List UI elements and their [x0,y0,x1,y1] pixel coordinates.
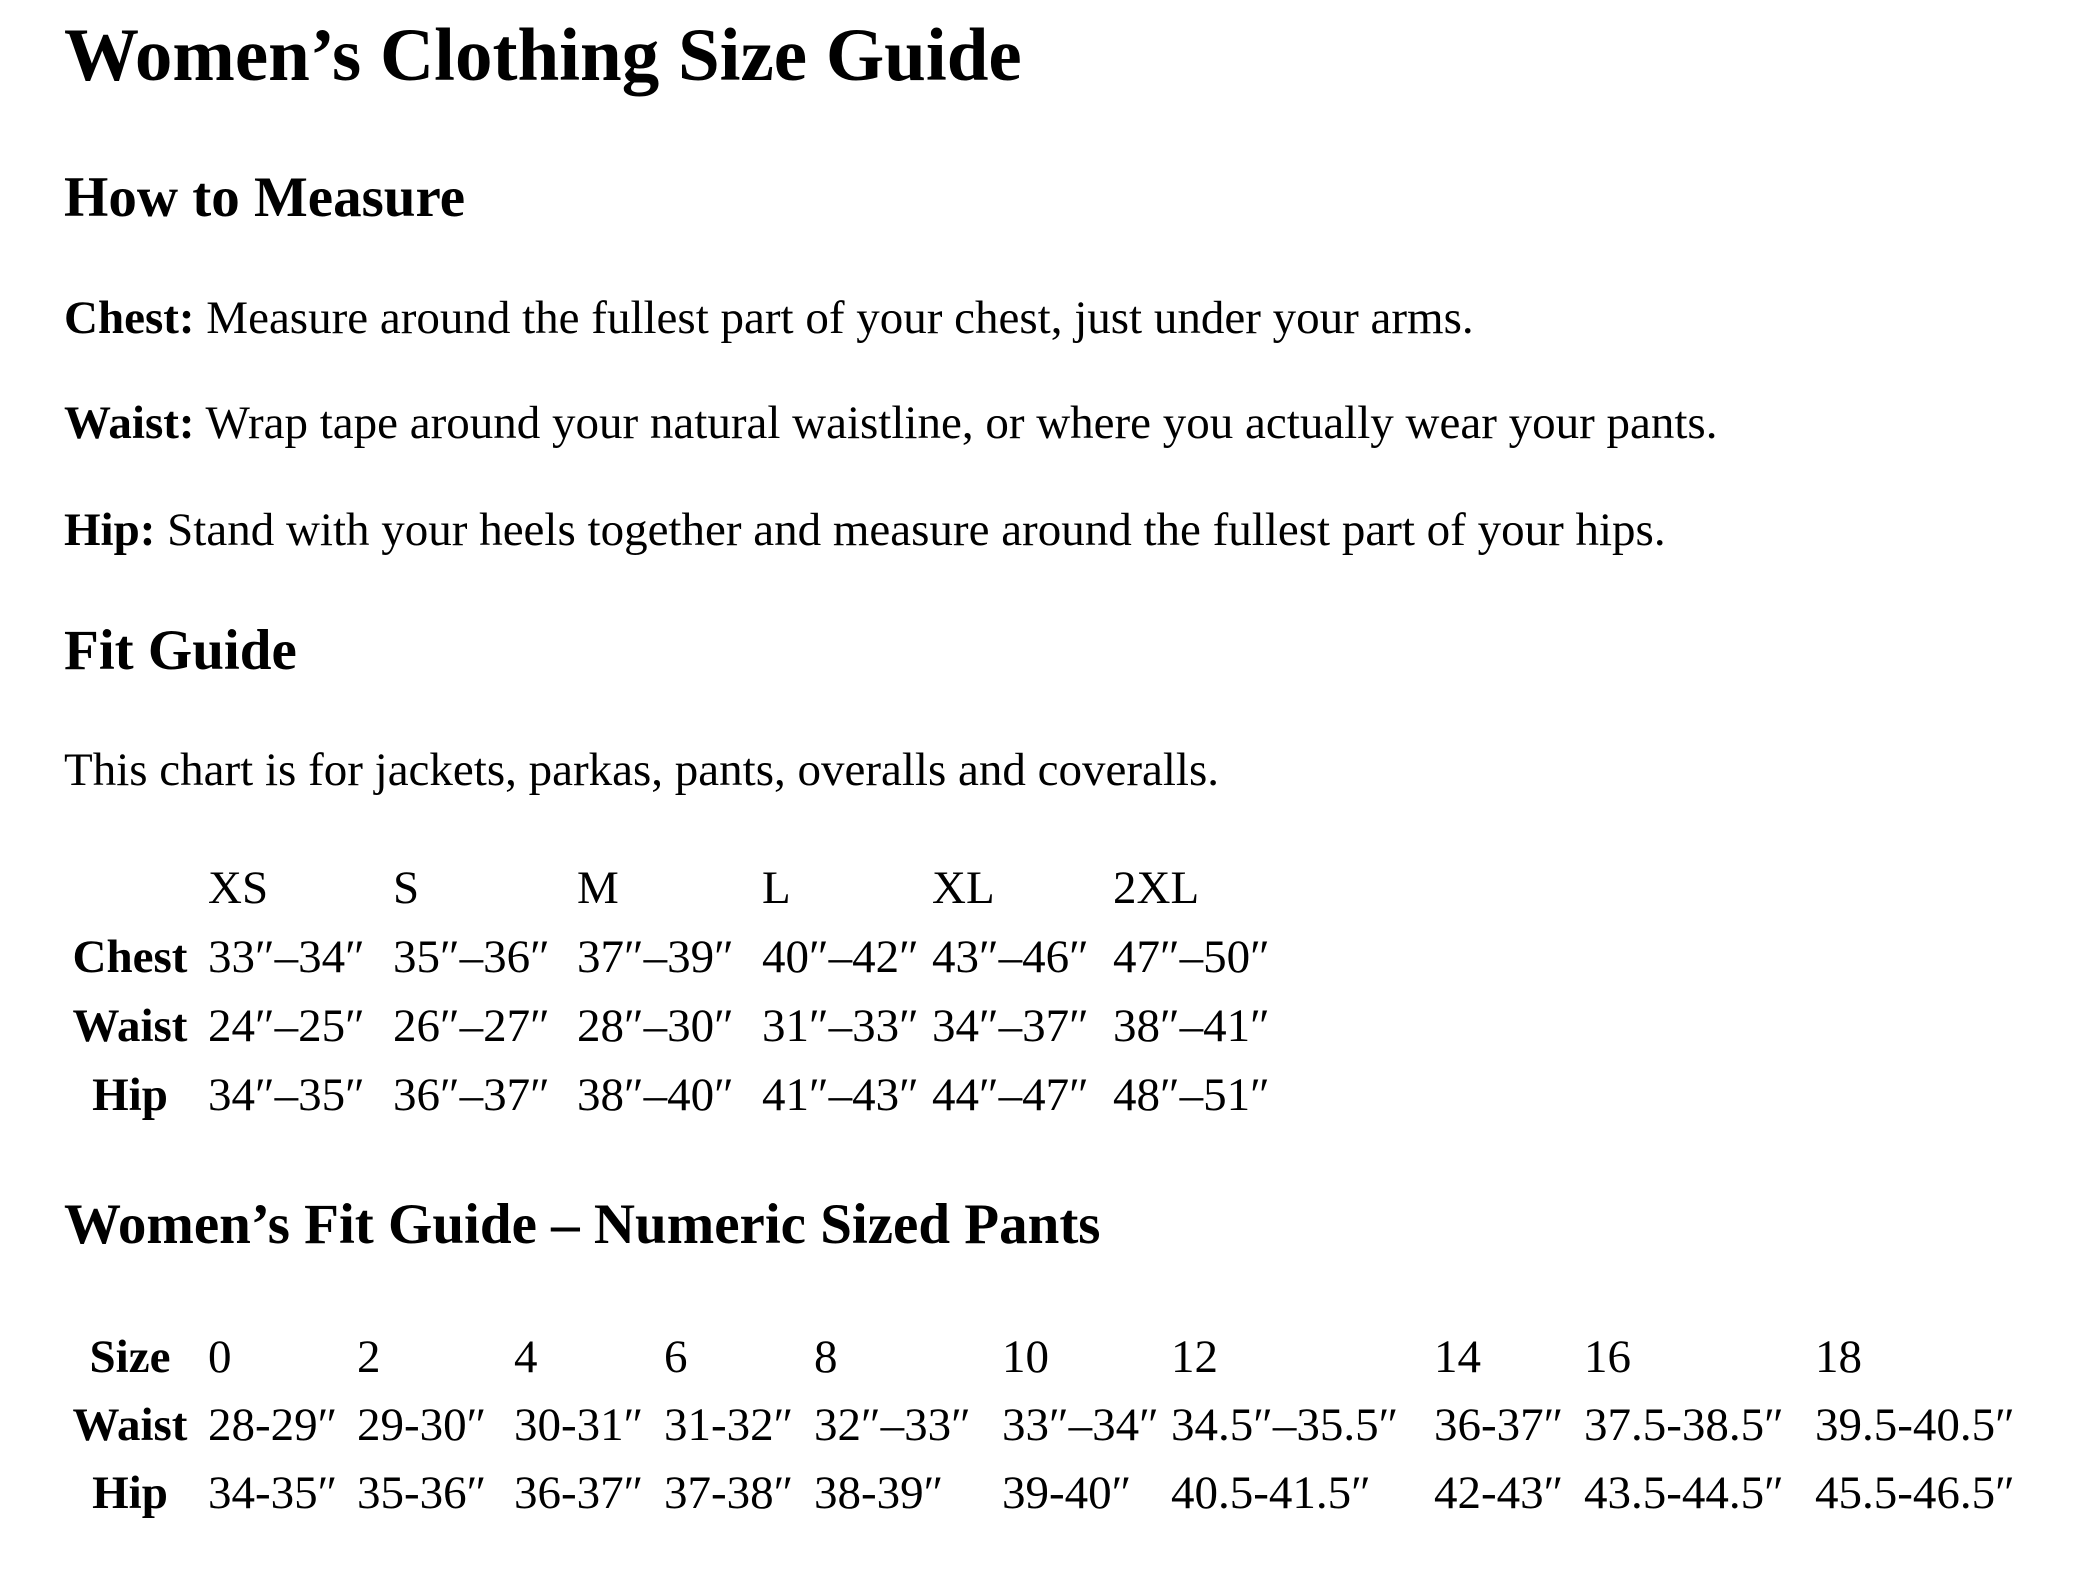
numeric-waist-0: 28-29″ [208,1399,338,1451]
size-header-xs: XS [208,862,269,914]
fit-guide-heading: Fit Guide [64,619,297,682]
hip-row-label: Hip [92,1069,168,1121]
waist-value-xs: 24″–25″ [208,1000,365,1052]
numeric-pants-table: Size 0 2 4 6 8 10 12 14 16 18 Waist 28-2… [64,1323,2035,1527]
hip-instruction: Hip: Stand with your heels together and … [64,503,2056,557]
waist-value-l: 31″–33″ [762,1000,919,1052]
hip-value-m: 38″–40″ [577,1069,734,1121]
hip-instruction-label: Hip: [64,504,156,556]
size-header-m: M [577,862,619,914]
size-header-xl: XL [932,862,995,914]
chest-value-l: 40″–42″ [762,931,919,983]
numeric-size-14: 14 [1434,1331,1481,1383]
hip-value-2xl: 48″–51″ [1113,1069,1270,1121]
numeric-hip-row-label: Hip [92,1467,168,1519]
numeric-hip-8: 38-39″ [814,1467,944,1519]
waist-value-2xl: 38″–41″ [1113,1000,1270,1052]
waist-row: Waist 24″–25″ 26″–27″ 28″–30″ 31″–33″ 34… [64,991,1295,1060]
numeric-hip-6: 37-38″ [664,1467,794,1519]
numeric-waist-4: 30-31″ [514,1399,644,1451]
numeric-size-18: 18 [1815,1331,1862,1383]
numeric-hip-10: 39-40″ [1002,1467,1132,1519]
hip-instruction-text: Stand with your heels together and measu… [155,504,1666,556]
numeric-size-6: 6 [664,1331,688,1383]
numeric-size-2: 2 [357,1331,381,1383]
fit-guide-header-row: XS S M L XL 2XL [64,853,1295,922]
chest-value-xl: 43″–46″ [932,931,1089,983]
size-header-2xl: 2XL [1113,862,1200,914]
numeric-size-row-label: Size [89,1331,171,1383]
empty-corner-cell [64,853,208,922]
numeric-waist-8: 32″–33″ [814,1399,971,1451]
numeric-hip-0: 34-35″ [208,1467,338,1519]
size-header-s: S [393,862,420,914]
numeric-size-8: 8 [814,1331,838,1383]
numeric-hip-row: Hip 34-35″ 35-36″ 36-37″ 37-38″ 38-39″ 3… [64,1459,2035,1527]
chest-row: Chest 33″–34″ 35″–36″ 37″–39″ 40″–42″ 43… [64,922,1295,991]
size-header-l: L [762,862,791,914]
numeric-waist-14: 36-37″ [1434,1399,1564,1451]
numeric-waist-10: 33″–34″ [1002,1399,1159,1451]
numeric-size-12: 12 [1171,1331,1218,1383]
numeric-waist-18: 39.5-40.5″ [1815,1399,2015,1451]
numeric-waist-16: 37.5-38.5″ [1584,1399,1784,1451]
numeric-hip-4: 36-37″ [514,1467,644,1519]
how-to-measure-heading: How to Measure [64,166,466,229]
fit-guide-table: XS S M L XL 2XL Chest 33″–34″ 35″–36″ 37… [64,853,1295,1129]
hip-value-l: 41″–43″ [762,1069,919,1121]
numeric-waist-2: 29-30″ [357,1399,487,1451]
numeric-hip-16: 43.5-44.5″ [1584,1467,1784,1519]
numeric-waist-row-label: Waist [72,1399,188,1451]
numeric-size-16: 16 [1584,1331,1631,1383]
numeric-waist-row: Waist 28-29″ 29-30″ 30-31″ 31-32″ 32″–33… [64,1391,2035,1459]
waist-value-m: 28″–30″ [577,1000,734,1052]
waist-row-label: Waist [72,1000,188,1052]
numeric-hip-14: 42-43″ [1434,1467,1564,1519]
waist-instruction-label: Waist: [64,397,195,449]
waist-value-s: 26″–27″ [393,1000,550,1052]
waist-instruction-text: Wrap tape around your natural waistline,… [194,397,1718,449]
hip-value-s: 36″–37″ [393,1069,550,1121]
chest-instruction: Chest: Measure around the fullest part o… [64,291,2056,345]
chest-instruction-text: Measure around the fullest part of your … [194,292,1474,344]
numeric-hip-18: 45.5-46.5″ [1815,1467,2015,1519]
chest-row-label: Chest [72,931,188,983]
numeric-hip-12: 40.5-41.5″ [1171,1467,1371,1519]
chest-instruction-label: Chest: [64,292,195,344]
chest-value-2xl: 47″–50″ [1113,931,1270,983]
numeric-pants-heading: Women’s Fit Guide – Numeric Sized Pants [64,1193,1101,1256]
numeric-size-4: 4 [514,1331,538,1383]
chest-value-xs: 33″–34″ [208,931,365,983]
hip-value-xs: 34″–35″ [208,1069,365,1121]
chest-value-m: 37″–39″ [577,931,734,983]
hip-value-xl: 44″–47″ [932,1069,1089,1121]
fit-guide-note: This chart is for jackets, parkas, pants… [64,744,1220,796]
numeric-hip-2: 35-36″ [357,1467,487,1519]
waist-instruction: Waist: Wrap tape around your natural wai… [64,396,2056,450]
waist-value-xl: 34″–37″ [932,1000,1089,1052]
numeric-size-row: Size 0 2 4 6 8 10 12 14 16 18 [64,1323,2035,1391]
numeric-waist-6: 31-32″ [664,1399,794,1451]
hip-row: Hip 34″–35″ 36″–37″ 38″–40″ 41″–43″ 44″–… [64,1060,1295,1129]
page-title: Women’s Clothing Size Guide [64,14,1022,97]
numeric-size-10: 10 [1002,1331,1049,1383]
numeric-waist-12: 34.5″–35.5″ [1171,1399,1399,1451]
chest-value-s: 35″–36″ [393,931,550,983]
numeric-size-0: 0 [208,1331,232,1383]
